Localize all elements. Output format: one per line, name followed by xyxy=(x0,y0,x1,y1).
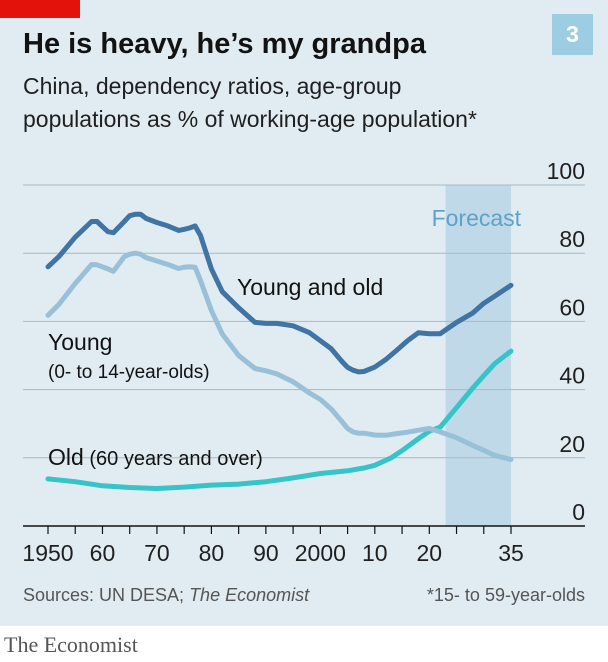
sources-prefix: Sources: UN DESA; xyxy=(23,585,190,605)
x-tick-label-2000: 2000 xyxy=(295,540,346,566)
forecast-band-layer: Forecast xyxy=(432,185,522,526)
x-tick-label-2020: 20 xyxy=(416,540,442,566)
y-tick-label-20: 20 xyxy=(559,431,585,457)
subtitle-line-1: China, dependency ratios, age-group xyxy=(23,73,402,99)
gridlines-layer xyxy=(23,184,585,459)
series-line-young-and-old xyxy=(45,211,514,375)
series-line-old xyxy=(45,348,514,491)
series-label-young: Young xyxy=(48,329,112,355)
x-tick-label-1990: 90 xyxy=(253,540,279,566)
subtitle-line-2: populations as % of working-age populati… xyxy=(23,106,477,132)
series-label-young-and-old: Young and old xyxy=(237,274,383,300)
sources-publication: The Economist xyxy=(189,585,310,605)
series-label-old-name: Old xyxy=(48,444,84,470)
x-tick-label-2010: 10 xyxy=(362,540,388,566)
forecast-band xyxy=(445,185,511,526)
series-label-old: Old (60 years and over) xyxy=(48,444,263,470)
sources-note: Sources: UN DESA; The Economist xyxy=(23,585,309,606)
x-tick-label-1970: 70 xyxy=(144,540,170,566)
chart-canvas: Forecast Young and old Young (0- to 14-yea… xyxy=(22,158,585,566)
series-lines-layer xyxy=(45,211,514,491)
series-line-young xyxy=(45,250,514,462)
annotation-labels-layer: Young and old Young (0- to 14-year-olds) Ol… xyxy=(48,274,383,470)
y-tick-label-40: 40 xyxy=(559,363,585,389)
axes-layer: 0 20 40 60 80 100 1950 60 70 80 90 2000 10 20 35 xyxy=(22,158,585,566)
chart-title: He is heavy, he’s my grandpa xyxy=(23,28,426,60)
y-tick-label-100: 100 xyxy=(547,158,585,184)
x-tick-label-1960: 60 xyxy=(90,540,116,566)
economist-wordmark: The Economist xyxy=(4,632,138,657)
brand-red-tab xyxy=(0,0,80,18)
forecast-label: Forecast xyxy=(432,205,522,231)
chart-number-badge: 3 xyxy=(552,14,593,55)
x-tick-label-1950: 1950 xyxy=(22,540,73,566)
chart-subtitle: China, dependency ratios, age-group popu… xyxy=(23,70,583,136)
y-tick-label-60: 60 xyxy=(559,294,585,320)
footnote: *15- to 59-year-olds xyxy=(426,585,585,605)
y-tick-label-0: 0 xyxy=(572,499,585,525)
x-tick-label-2035: 35 xyxy=(498,540,524,566)
series-label-old-detail: (60 years and over) xyxy=(84,448,263,470)
y-tick-label-80: 80 xyxy=(559,226,585,252)
series-label-young-1: (0- to 14-year-olds) xyxy=(48,362,210,383)
x-tick-label-1980: 80 xyxy=(199,540,225,566)
